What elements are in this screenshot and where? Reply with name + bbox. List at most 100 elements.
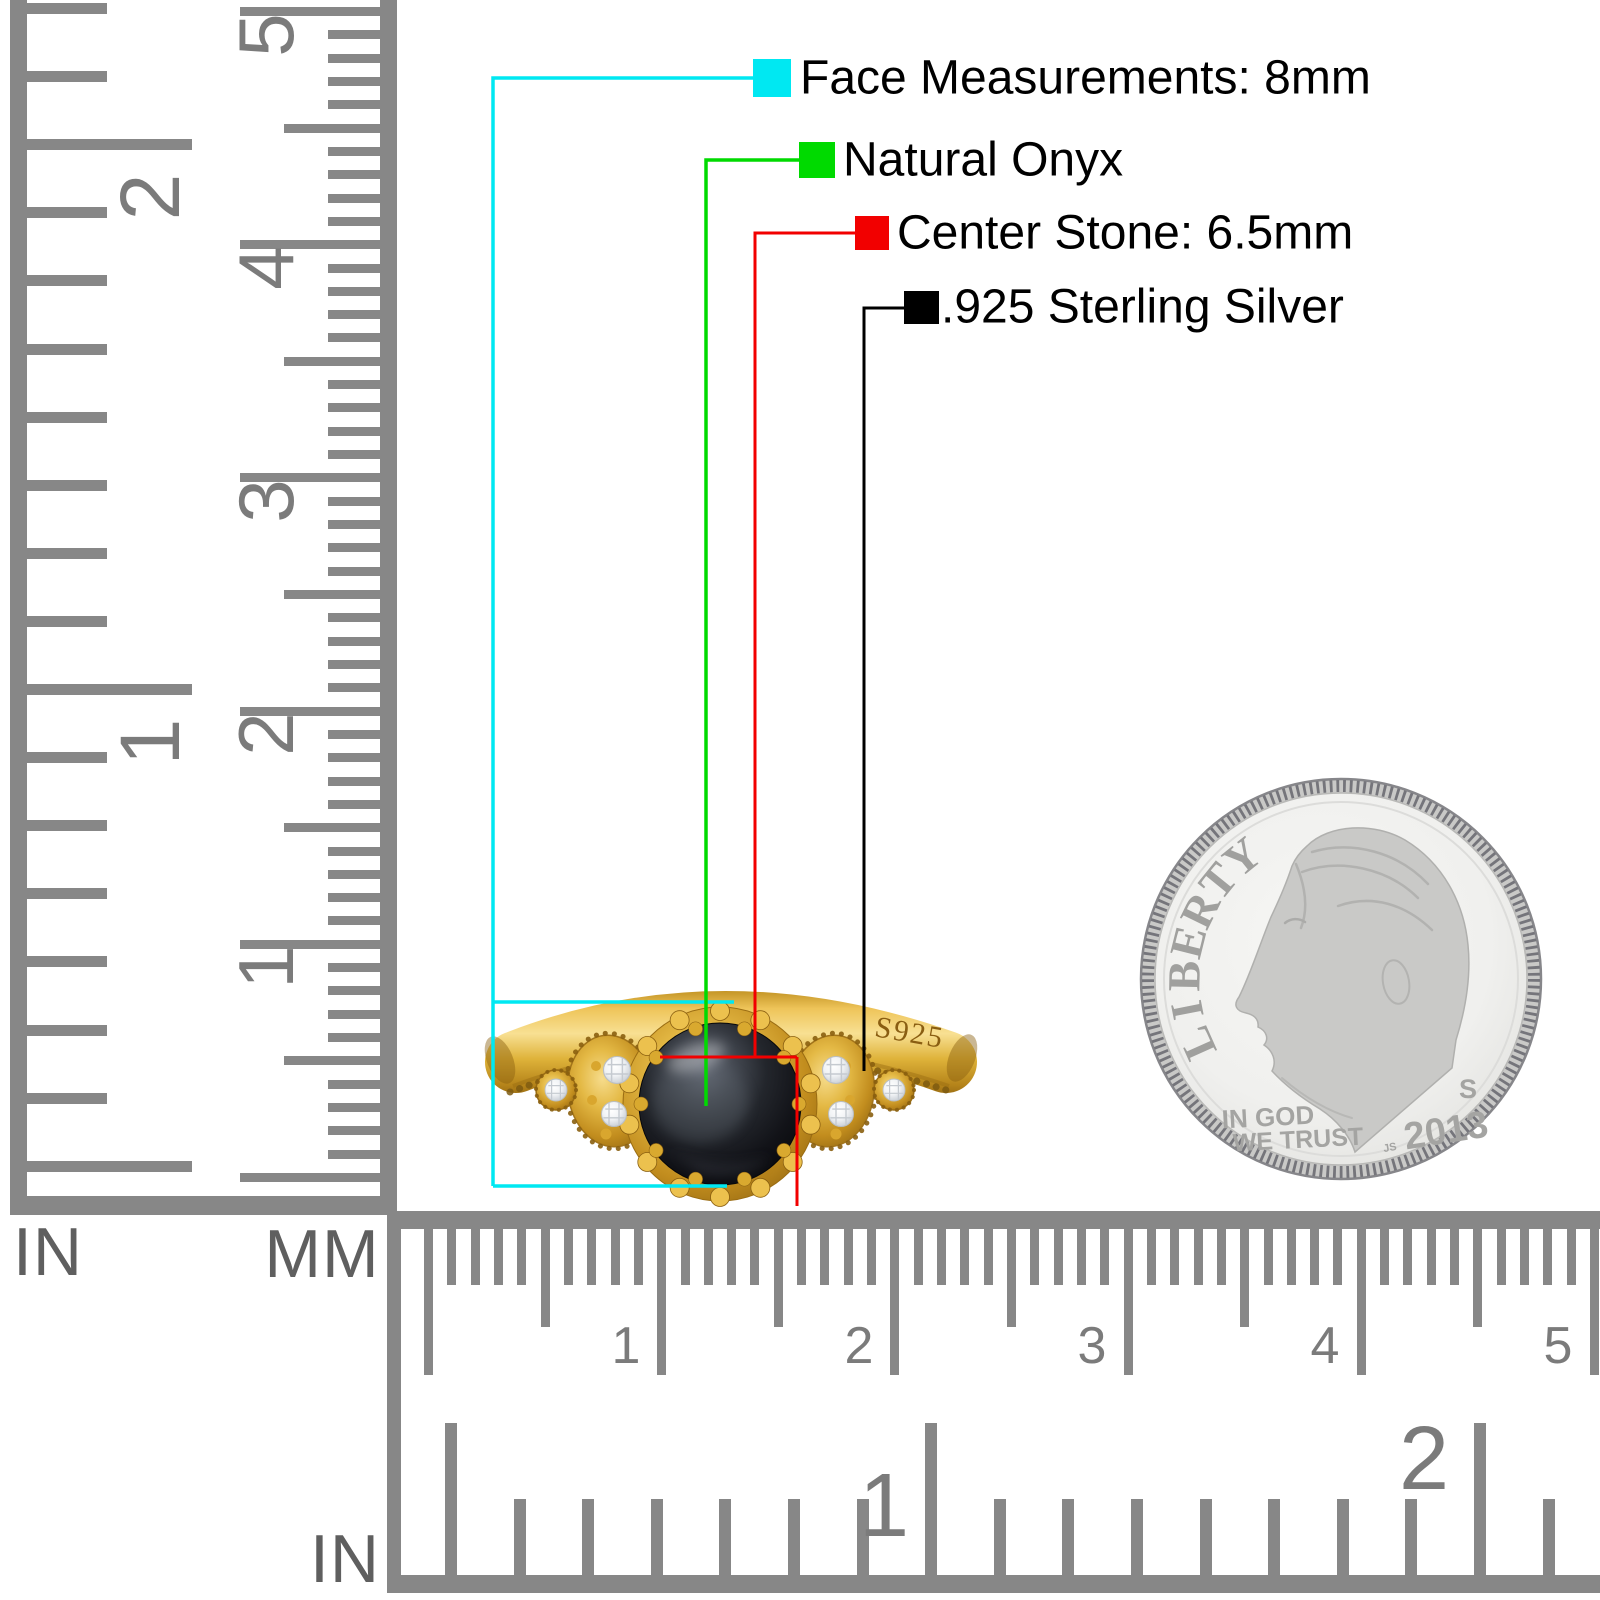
leader-natural-onyx [704, 158, 799, 1106]
prong-bead [776, 1143, 792, 1158]
horizontal-ruler-mm-tick [1007, 1229, 1016, 1327]
horizontal-ruler-mm-tick [633, 1229, 643, 1285]
vertical-ruler-mm-tick [328, 963, 380, 973]
horizontal-ruler-mm-tick [1496, 1229, 1506, 1285]
horizontal-ruler-bottom-edge [387, 1575, 1600, 1593]
vertical-ruler-mm-tick [328, 916, 380, 926]
horizontal-ruler-inch-tick [719, 1499, 732, 1575]
leader-center-stone [660, 231, 855, 1206]
vertical-ruler-mm-tick [328, 146, 380, 156]
horizontal-ruler-cm-number: 2 [844, 1317, 874, 1375]
vertical-ruler-mm-tick [328, 799, 380, 809]
vertical-ruler-inch-tick [27, 71, 107, 83]
horizontal-ruler-mm-tick [1146, 1229, 1156, 1285]
horizontal-ruler-inch-tick [513, 1499, 526, 1575]
horizontal-ruler-mm-tick [1426, 1229, 1436, 1285]
horizontal-ruler-mm-tick [983, 1229, 993, 1285]
horizontal-ruler-mm-tick [540, 1229, 550, 1327]
vertical-ruler-mm-tick [328, 53, 380, 63]
natural-onyx-swatch [799, 142, 835, 178]
vertical-ruler-mm-tick [328, 566, 380, 576]
horizontal-ruler-mm-tick [1240, 1229, 1250, 1327]
horizontal-ruler-mm-tick [750, 1229, 760, 1285]
horizontal-ruler-inch-unit-label: IN [310, 1521, 380, 1597]
vertical-ruler-inch-tick [27, 956, 107, 968]
vertical-ruler-inch-tick [27, 1092, 107, 1104]
vertical-ruler-mm-tick [240, 473, 380, 483]
horizontal-ruler-cm-number: 1 [611, 1317, 641, 1375]
vertical-ruler-mm-tick [328, 683, 380, 693]
vertical-ruler-mm-tick [284, 590, 380, 599]
ear [1381, 959, 1411, 1005]
vertical-ruler-mm-tick [284, 1056, 380, 1066]
vertical-ruler-inch-tick [27, 139, 192, 151]
vertical-ruler-mm-tick [240, 1173, 380, 1182]
vertical-ruler-mm-tick [328, 380, 380, 390]
hair-detail [1294, 846, 1434, 932]
horizontal-ruler-inch-tick [650, 1499, 663, 1575]
vertical-ruler-mm-tick [328, 286, 380, 296]
horizontal-ruler-mm-tick [913, 1229, 923, 1285]
vertical-ruler-mm-tick [328, 636, 380, 646]
horizontal-ruler-mm-tick [773, 1229, 783, 1327]
crown-bead [637, 1036, 658, 1056]
vertical-ruler-inch-tick [27, 411, 107, 423]
vertical-ruler-mm-tick [328, 1033, 380, 1043]
horizontal-ruler-mm-tick [820, 1229, 830, 1285]
horizontal-ruler-mm-tick [1193, 1229, 1203, 1285]
horizontal-ruler-mm-tick [657, 1229, 667, 1375]
horizontal-ruler-inch-tick [1336, 1499, 1349, 1575]
horizontal-ruler-inch-tick [582, 1499, 595, 1575]
vertical-ruler-mm-tick [328, 333, 380, 343]
horizontal-ruler-cm-number: 4 [1310, 1317, 1340, 1375]
horizontal-ruler-mm-tick [1520, 1229, 1530, 1285]
vertical-ruler-mm-tick [328, 76, 380, 86]
vertical-ruler-inch-tick [27, 207, 107, 219]
horizontal-ruler-mm-tick [1566, 1229, 1576, 1285]
onyx-center-stone [638, 1022, 802, 1186]
vertical-ruler-inch-tick [27, 547, 107, 559]
vertical-ruler-mm-edge [380, 0, 397, 1215]
vertical-ruler-inch-tick [27, 1160, 192, 1172]
horizontal-ruler-inch-number: 1 [858, 1456, 910, 1556]
center-stone-swatch [855, 216, 889, 250]
vertical-ruler-mm-tick [240, 240, 380, 250]
coin-designer-initials: JS [1382, 1141, 1397, 1155]
leader-sterling-silver [862, 306, 904, 1071]
horizontal-ruler-inch-tick [1062, 1499, 1075, 1575]
vertical-ruler-inch-edge [10, 0, 27, 1215]
vertical-ruler-mm-unit-label: MM [264, 1216, 380, 1292]
horizontal-ruler-mm-tick [680, 1229, 690, 1285]
vertical-ruler-mm-tick [328, 170, 380, 180]
vertical-ruler-mm-tick [328, 426, 380, 436]
horizontal-ruler-mm-tick [1356, 1229, 1366, 1375]
vertical-ruler-mm-tick [328, 1079, 380, 1089]
coin-motto-line2: WE TRUST [1232, 1123, 1364, 1158]
vertical-ruler-inch-unit-label: IN [13, 1214, 83, 1290]
vertical-ruler-mm-tick [284, 123, 380, 133]
crown-bead [669, 1177, 690, 1198]
vertical-ruler-mm-tick [328, 986, 380, 996]
vertical-ruler-inch-tick [27, 615, 107, 627]
crown-bead [750, 1177, 771, 1198]
horizontal-ruler-mm-tick [937, 1229, 947, 1285]
horizontal-ruler-inch-tick [1131, 1499, 1143, 1575]
horizontal-ruler-inch-tick [1199, 1499, 1212, 1575]
vertical-ruler-mm-tick [328, 403, 380, 413]
jaw-shading [1281, 1077, 1353, 1119]
prong-bead [737, 1171, 752, 1187]
horizontal-ruler-left-edge [387, 1211, 401, 1593]
eye [1283, 917, 1307, 925]
leader-face-measurements [491, 76, 753, 1188]
crown-bead [669, 1010, 690, 1031]
vertical-ruler-bottom-edge [10, 1196, 397, 1215]
prong-bead [648, 1143, 664, 1158]
face-measurements-label: Face Measurements: 8mm [800, 51, 1371, 105]
horizontal-ruler-mm-tick [493, 1229, 503, 1285]
horizontal-ruler-mm-tick [1263, 1229, 1273, 1285]
horizontal-ruler-mm-tick [1170, 1229, 1180, 1285]
vertical-ruler-mm-tick [328, 100, 380, 110]
